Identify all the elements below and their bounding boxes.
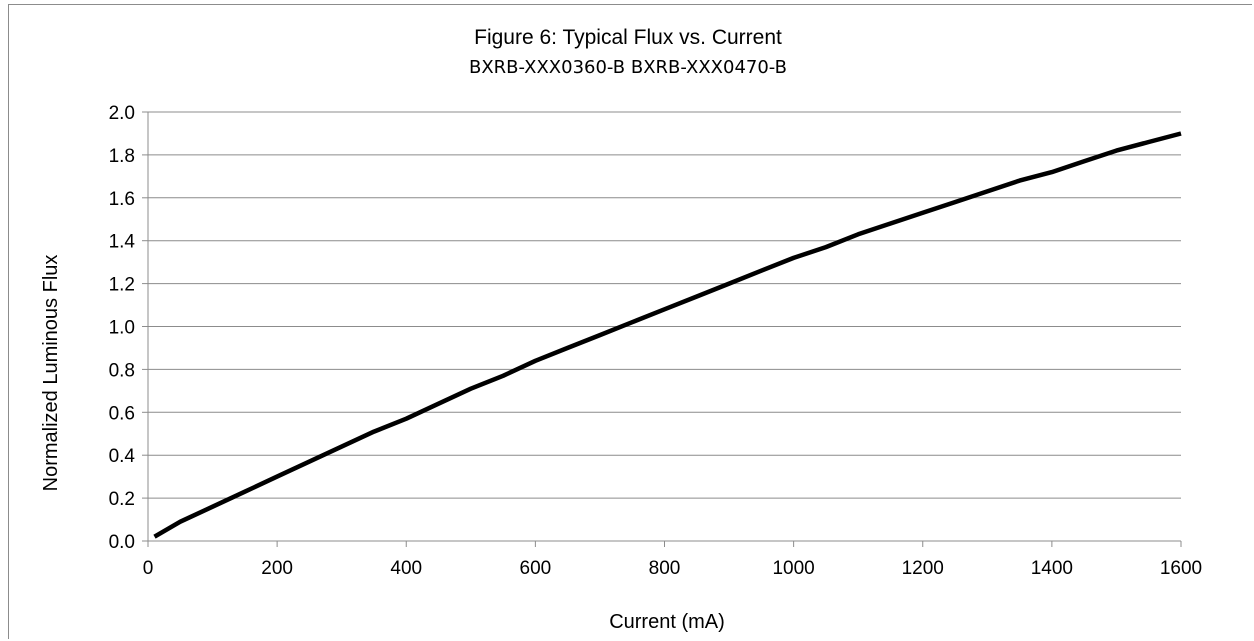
x-tick-label: 1400 [1031, 558, 1073, 579]
y-tick-label: 0.2 [109, 489, 135, 510]
chart-title: Figure 6: Typical Flux vs. Current [474, 26, 782, 49]
x-tick-label: 1000 [772, 558, 814, 579]
series-line-1 [153, 131, 1182, 539]
y-tick-label: 1.4 [109, 232, 136, 253]
y-tick-label: 0.4 [109, 446, 136, 467]
x-axis-label: Current (mA) [609, 611, 725, 633]
x-tick-label: 400 [390, 558, 422, 579]
x-tick-label: 800 [649, 558, 681, 579]
y-tick-label: 0.8 [109, 360, 135, 381]
x-tick-label: 1200 [902, 558, 944, 579]
x-tick-label: 0 [143, 558, 154, 579]
y-tick-label: 0.0 [109, 532, 135, 553]
y-tick-label: 0.6 [109, 403, 135, 424]
chart-frame: 0.0 0.2 0.4 0.6 0.8 1.0 1.2 1.4 1.6 1.8 2.0 0 200 40… [8, 4, 1252, 639]
x-tick-label: 1600 [1160, 558, 1202, 579]
y-tick-labels: 0.0 0.2 0.4 0.6 0.8 1.0 1.2 1.4 1.6 1.8 2.0 [109, 103, 136, 553]
y-tick-label: 1.0 [109, 318, 135, 339]
series-layer [153, 131, 1182, 539]
axes [142, 111, 1182, 547]
y-tick-label: 1.6 [109, 189, 135, 210]
chart-subtitle: BXRB-XXX0360-B BXRB-XXX0470-B [469, 57, 787, 78]
y-tick-label: 2.0 [109, 103, 135, 124]
title-background [309, 9, 995, 85]
y-axis-label: Normalized Luminous Flux [40, 255, 62, 492]
x-tick-label: 600 [520, 558, 552, 579]
x-tick-label: 200 [261, 558, 293, 579]
chart-svg: 0.0 0.2 0.4 0.6 0.8 1.0 1.2 1.4 1.6 1.8 2.0 0 200 40… [40, 9, 1202, 633]
x-tick-labels: 0 200 400 600 800 1000 1200 1400 1600 [143, 558, 1202, 579]
grid-lines [148, 111, 1181, 499]
y-tick-label: 1.2 [109, 275, 135, 296]
y-tick-label: 1.8 [109, 146, 135, 167]
